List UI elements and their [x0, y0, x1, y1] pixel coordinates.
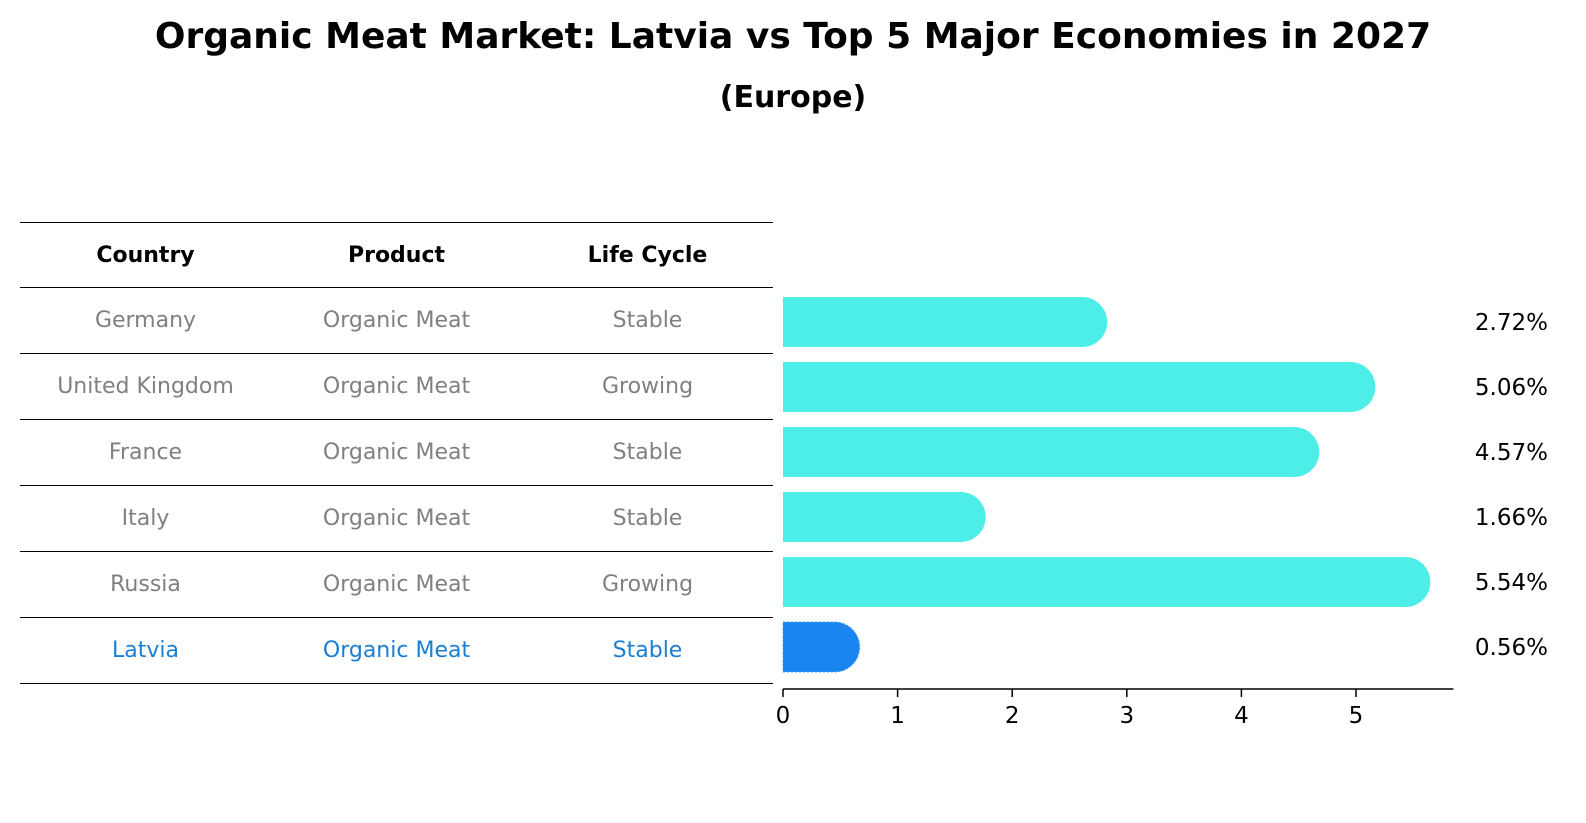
- cell-product: Organic Meat: [322, 308, 471, 333]
- cell-product: Organic Meat: [322, 440, 471, 465]
- bar-united-kingdom: [783, 362, 1376, 412]
- column-header-product: Product: [347, 242, 446, 268]
- value-label: 0.56%: [1475, 635, 1548, 661]
- bar-france: [783, 427, 1320, 477]
- cell-life-cycle: Growing: [601, 572, 694, 597]
- value-label: 1.66%: [1475, 505, 1548, 531]
- cell-life-cycle: Stable: [612, 638, 683, 663]
- column-header-life-cycle: Life Cycle: [587, 242, 708, 268]
- table-row: France Organic Meat Stable: [20, 420, 773, 486]
- x-tick-label: 3: [1119, 703, 1134, 729]
- cell-country: Latvia: [112, 638, 179, 663]
- x-axis: 0 1 2 3 4 5: [776, 688, 1454, 729]
- x-tick-label: 2: [1005, 703, 1020, 729]
- value-label: 5.54%: [1475, 570, 1548, 596]
- x-tick-label: 1: [890, 703, 905, 729]
- value-label: 5.06%: [1475, 375, 1548, 401]
- cell-country: France: [108, 440, 183, 465]
- x-tick-label: 5: [1349, 703, 1364, 729]
- cell-life-cycle: Stable: [612, 308, 683, 333]
- column-header-country: Country: [96, 242, 195, 268]
- chart-subtitle: (Europe): [719, 80, 867, 115]
- bars-layer: [782, 297, 1431, 673]
- cell-country: Germany: [94, 308, 197, 333]
- table-row: Germany Organic Meat Stable: [20, 288, 773, 354]
- value-label: 2.72%: [1475, 310, 1548, 336]
- cell-life-cycle: Stable: [612, 440, 683, 465]
- cell-product: Organic Meat: [322, 506, 471, 531]
- x-tick-label: 0: [776, 703, 791, 729]
- bar-italy: [783, 492, 986, 542]
- bar-germany: [783, 297, 1108, 347]
- table-row: United Kingdom Organic Meat Growing: [20, 354, 773, 420]
- cell-country: Italy: [121, 506, 170, 531]
- table-row-highlighted: Latvia Organic Meat Stable: [20, 618, 773, 684]
- table-header-row: Country Product Life Cycle: [20, 222, 773, 288]
- bar-latvia: [782, 621, 861, 673]
- cell-product: Organic Meat: [322, 572, 471, 597]
- cell-country: Russia: [110, 572, 181, 597]
- value-label: 4.57%: [1475, 440, 1548, 466]
- cell-product: Organic Meat: [322, 638, 471, 663]
- market-table: Country Product Life Cycle Germany Organ…: [20, 222, 773, 684]
- cell-life-cycle: Growing: [601, 374, 694, 399]
- bar-russia: [783, 557, 1431, 607]
- table-row: Russia Organic Meat Growing: [20, 552, 773, 618]
- cell-life-cycle: Stable: [612, 506, 683, 531]
- table-row: Italy Organic Meat Stable: [20, 486, 773, 552]
- cell-country: United Kingdom: [57, 374, 234, 399]
- cell-product: Organic Meat: [322, 374, 471, 399]
- bar-chart: 2.72% 5.06% 4.57% 1.66% 5.54% 0.56% 0 1 2 3 4 5: [776, 297, 1548, 729]
- x-tick-label: 4: [1234, 703, 1249, 729]
- chart-title: Organic Meat Market: Latvia vs Top 5 Maj…: [154, 16, 1432, 57]
- value-labels-layer: 2.72% 5.06% 4.57% 1.66% 5.54% 0.56%: [1475, 310, 1548, 661]
